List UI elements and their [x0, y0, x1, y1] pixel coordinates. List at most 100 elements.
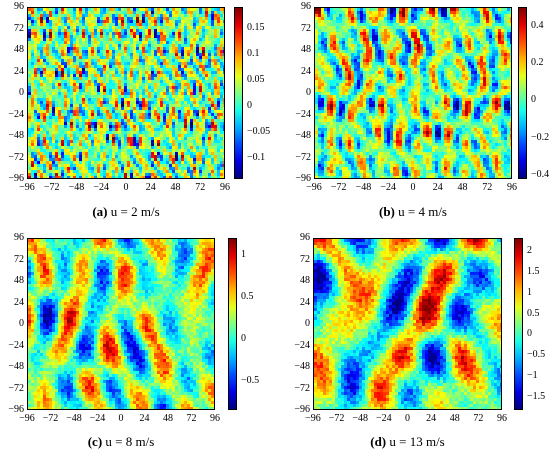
- caption-text: u = 8 m/s: [102, 434, 155, 449]
- x-tick-label: −72: [328, 413, 345, 424]
- y-tick-label: 24: [14, 296, 24, 308]
- y-tick-label: −48: [295, 130, 311, 141]
- x-tick-label: 0: [410, 182, 416, 193]
- colorbar-tick-label: 0.05: [247, 73, 265, 85]
- y-tick-label: 96: [301, 1, 311, 12]
- x-tick-label: 0: [405, 413, 410, 424]
- y-tick-label: −48: [8, 361, 24, 372]
- x-tick-label: −48: [355, 182, 372, 193]
- heatmap-plot: [27, 7, 225, 179]
- x-tick-label: 0: [123, 182, 129, 193]
- colorbar-tick-label: −0.5: [241, 374, 260, 386]
- y-tick-label: −96: [295, 173, 311, 184]
- colorbar-tick-label: −0.2: [531, 131, 550, 143]
- heatmap-plot: [313, 238, 502, 410]
- x-tick-label: −96: [19, 413, 35, 424]
- x-tick-label: −96: [306, 182, 322, 193]
- colorbar-tick-label: 0: [241, 332, 246, 344]
- y-tick-label: −72: [295, 151, 311, 163]
- caption-text: u = 2 m/s: [107, 204, 160, 219]
- y-tick-label: 0: [305, 318, 310, 329]
- colorbar-tick-label: 1: [527, 286, 532, 298]
- x-tick-label: −72: [42, 413, 59, 424]
- caption-label: (c): [87, 434, 103, 449]
- heatmap-field: [28, 8, 224, 178]
- caption-label: (d): [370, 434, 387, 449]
- x-tick-label: 48: [170, 182, 181, 193]
- colorbar-tick-label: 0.5: [241, 290, 254, 302]
- y-tick-label: −24: [294, 339, 310, 351]
- y-tick-label: −72: [8, 151, 24, 163]
- colorbar-tick-label: −0.5: [527, 349, 546, 361]
- x-tick-label: 72: [195, 182, 206, 193]
- panel-caption: (b) u = 4 m/s: [304, 204, 522, 220]
- colorbar-tick-label: 1.5: [527, 265, 540, 277]
- x-tick-label: 96: [210, 413, 220, 424]
- x-tick-label: −24: [376, 413, 392, 424]
- colorbar-tick-label: −0.4: [531, 169, 550, 181]
- x-tick-label: 72: [482, 182, 493, 193]
- y-tick-label: 24: [301, 65, 311, 77]
- x-tick-label: 0: [118, 413, 124, 424]
- x-tick-label: −24: [93, 182, 110, 193]
- y-tick-label: −96: [294, 404, 310, 415]
- heatmap-field: [315, 8, 511, 178]
- caption-text: u = 4 m/s: [394, 204, 447, 219]
- caption-label: (b): [378, 204, 395, 219]
- x-tick-label: 48: [449, 413, 460, 424]
- y-tick-label: 48: [14, 275, 24, 286]
- y-tick-label: 72: [300, 253, 310, 265]
- colorbar-tick-label: −0.1: [247, 152, 266, 164]
- x-tick-label: 96: [220, 182, 230, 193]
- x-tick-label: 24: [139, 413, 150, 424]
- x-tick-label: 48: [457, 182, 468, 193]
- y-tick-label: −24: [8, 108, 24, 120]
- caption-text: u = 13 m/s: [386, 434, 445, 449]
- colorbar-tick-label: 2: [527, 244, 532, 256]
- colorbar: [514, 238, 523, 410]
- heatmap-plot: [27, 238, 215, 410]
- colorbar-tick-label: −1: [527, 370, 538, 382]
- y-tick-label: 0: [306, 87, 311, 98]
- colorbar-tick-label: −0.05: [247, 126, 271, 138]
- y-tick-label: 96: [14, 1, 24, 12]
- y-tick-label: −96: [8, 404, 24, 415]
- y-tick-label: 48: [301, 44, 311, 55]
- caption-label: (a): [92, 204, 108, 219]
- colorbar-tick-label: 0: [527, 328, 532, 340]
- y-tick-label: 48: [14, 44, 24, 55]
- y-tick-label: −72: [8, 382, 24, 394]
- y-tick-label: 96: [14, 232, 24, 243]
- colorbar-tick-label: 0.4: [531, 19, 544, 31]
- x-tick-label: 24: [426, 413, 437, 424]
- x-tick-label: −48: [68, 182, 85, 193]
- x-tick-label: 96: [507, 182, 517, 193]
- x-tick-label: 24: [432, 182, 443, 193]
- y-tick-label: 48: [300, 275, 310, 286]
- x-tick-label: −24: [380, 182, 397, 193]
- y-tick-label: 24: [300, 296, 310, 308]
- y-tick-label: −24: [8, 339, 24, 351]
- x-tick-label: −48: [352, 413, 369, 424]
- x-tick-label: −72: [43, 182, 60, 193]
- colorbar-tick-label: 1: [241, 248, 246, 260]
- colorbar: [518, 7, 527, 179]
- y-tick-label: 96: [300, 232, 310, 243]
- colorbar: [234, 7, 243, 179]
- y-tick-label: −96: [8, 173, 24, 184]
- x-tick-label: 48: [163, 413, 173, 424]
- heatmap-field: [28, 239, 214, 409]
- x-tick-label: −96: [305, 413, 321, 424]
- colorbar-tick-label: 0.1: [247, 47, 260, 59]
- colorbar-tick-label: −1.5: [527, 391, 546, 403]
- y-tick-label: −48: [8, 130, 24, 141]
- x-tick-label: 96: [497, 413, 507, 424]
- y-tick-label: −48: [294, 361, 310, 372]
- colorbar-tick-label: 0.15: [247, 21, 265, 33]
- x-tick-label: −48: [66, 413, 82, 424]
- x-tick-label: 72: [186, 413, 197, 424]
- x-tick-label: −24: [89, 413, 106, 424]
- panel-caption: (a) u = 2 m/s: [17, 204, 235, 220]
- x-tick-label: 72: [473, 413, 484, 424]
- heatmap-field: [314, 239, 501, 409]
